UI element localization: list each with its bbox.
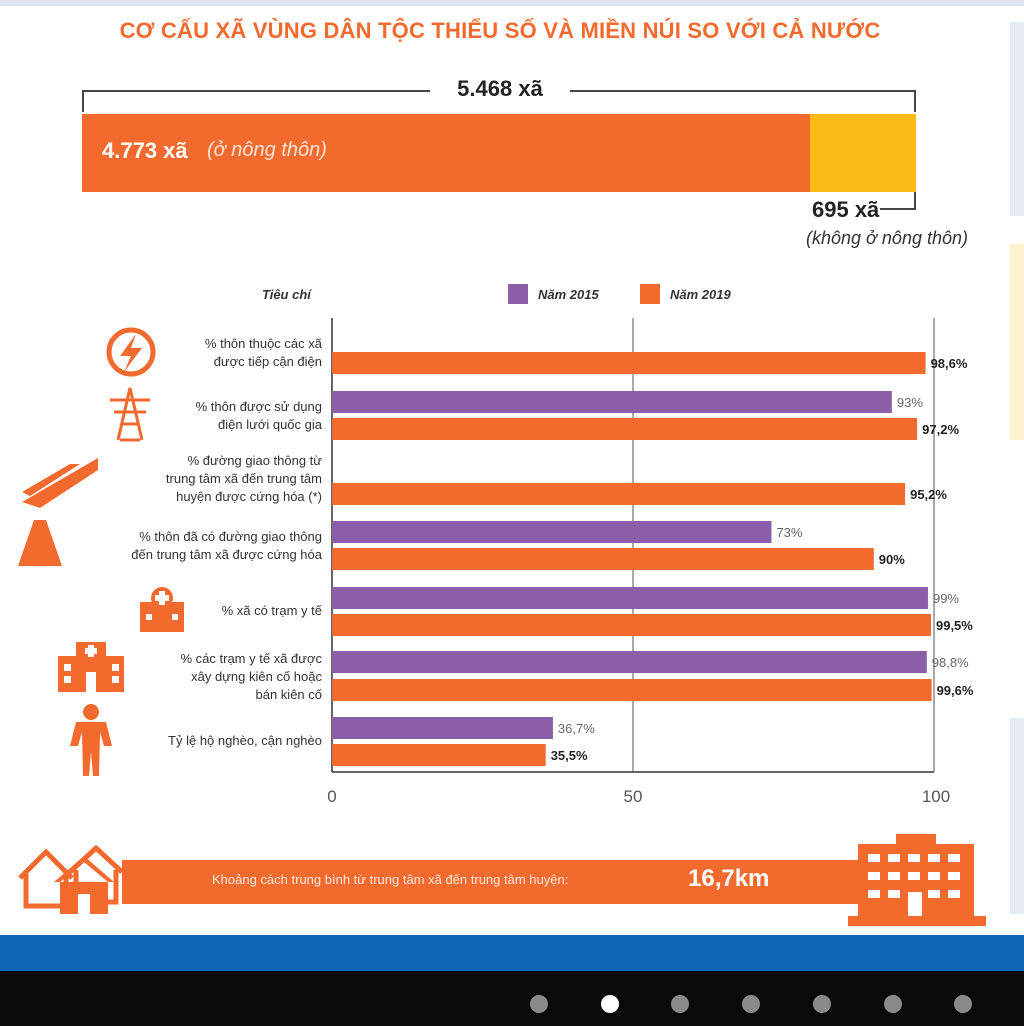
hospital-icon: [58, 642, 124, 692]
side-panel-edge-lower: [1010, 718, 1024, 914]
category-label: % thôn đã có đường giao thông: [139, 529, 322, 544]
distance-band: [122, 860, 862, 904]
nonrural-count-label: 695 xã: [812, 197, 880, 222]
bar-2019: [332, 418, 918, 440]
building-icon: [848, 834, 986, 926]
data-label-2019: 98,6%: [931, 356, 968, 371]
legend-swatch-2019: [640, 284, 660, 304]
legend-2015: Năm 2015: [508, 284, 599, 304]
category-label: huyện được cứng hóa (*): [176, 489, 322, 504]
bar-2019: [332, 352, 926, 374]
carousel-bar: [0, 971, 1024, 1026]
data-label-2015: 98,8%: [932, 655, 969, 670]
legend-label-2019: Năm 2019: [670, 286, 731, 302]
criteria-header: Tiêu chí: [262, 287, 311, 302]
total-bracket-left: [82, 90, 84, 112]
side-panel-edge: [1010, 22, 1024, 216]
bar-2015: [332, 717, 553, 739]
legend-swatch-2015: [508, 284, 528, 304]
road-icon: [18, 520, 62, 566]
data-label-2019: 35,5%: [551, 748, 588, 763]
category-label: % thôn thuộc các xã: [205, 336, 323, 351]
top-divider: [0, 0, 1024, 6]
data-label-2015: 93%: [897, 395, 923, 410]
carousel-dot[interactable]: [600, 995, 619, 1013]
category-label: xây dựng kiên cố hoặc: [191, 669, 322, 684]
nonrural-pointer-v: [914, 192, 916, 210]
carousel-dot[interactable]: [530, 995, 548, 1013]
carousel-dot[interactable]: [742, 995, 761, 1013]
commune-structure-bar: 4.773 xã (ở nông thôn): [82, 114, 916, 192]
distance-text: Khoảng cách trung bình từ trung tâm xã đ…: [212, 872, 569, 887]
category-label: được tiếp cận điện: [214, 354, 322, 369]
bar-2019: [332, 483, 906, 505]
person-icon: [70, 704, 112, 776]
bar-2019: [332, 614, 931, 636]
nonrural-note: (không ở nông thôn): [806, 228, 968, 248]
data-label-2019: 90%: [879, 552, 905, 567]
rural-count-label: 4.773 xã: [102, 138, 188, 163]
lightning-icon: [106, 327, 156, 377]
data-label-2015: 36,7%: [558, 721, 595, 736]
power-tower-icon: [110, 387, 150, 442]
category-label: trung tâm xã đến trung tâm: [166, 471, 322, 486]
bar-2019: [332, 548, 874, 570]
bar-2019: [332, 744, 546, 766]
bar-2015: [332, 521, 772, 543]
data-label-2019: 97,2%: [922, 422, 959, 437]
bar-2015: [332, 587, 928, 609]
distance-value: 16,7km: [688, 865, 770, 892]
data-label-2019: 99,5%: [936, 618, 973, 633]
legend-label-2015: Năm 2015: [538, 286, 599, 302]
category-label: Tỷ lệ hộ nghèo, cận nghèo: [168, 733, 322, 748]
rural-note: (ở nông thôn): [207, 139, 327, 161]
x-tick-label: 0: [327, 787, 336, 806]
blue-footer-band: [0, 935, 1024, 971]
x-tick-label: 50: [624, 787, 643, 806]
legend-2019: Năm 2019: [640, 284, 731, 304]
medical-station-icon: [140, 587, 184, 632]
data-label-2015: 99%: [933, 591, 959, 606]
highway-icon: [22, 458, 98, 508]
category-label: % đường giao thông từ: [188, 453, 323, 468]
carousel-dot[interactable]: [812, 995, 831, 1013]
x-tick-label: 100: [922, 787, 950, 806]
total-bracket-right: [914, 90, 916, 112]
data-label-2019: 99,6%: [937, 683, 974, 698]
page-title: CƠ CẤU XÃ VÙNG DÂN TỘC THIỂU SỐ VÀ MIỀN …: [119, 18, 881, 43]
nonrural-pointer: [880, 208, 916, 210]
houses-icon: [18, 844, 124, 914]
data-label-2019: 95,2%: [910, 487, 947, 502]
carousel-dot[interactable]: [671, 995, 690, 1013]
bar-2015: [332, 391, 892, 413]
category-label: điện lưới quốc gia: [218, 417, 323, 432]
side-panel-edge-yellow: [1010, 244, 1024, 440]
bar-2015: [332, 651, 927, 673]
category-label: % thôn được sử dụng: [196, 399, 322, 414]
carousel-dot[interactable]: [883, 995, 902, 1013]
category-label: bán kiên cố: [256, 687, 323, 702]
total-communes-label: 5.468 xã: [430, 76, 570, 102]
data-label-2015: 73%: [776, 525, 802, 540]
bar-2019: [332, 679, 932, 701]
category-label: % xã có trạm y tế: [222, 603, 323, 618]
category-label: đến trung tâm xã được cứng hóa: [131, 547, 322, 562]
category-label: % các trạm y tế xã được: [181, 651, 323, 666]
carousel-dot[interactable]: [954, 995, 973, 1013]
nonrural-segment: [810, 114, 916, 192]
